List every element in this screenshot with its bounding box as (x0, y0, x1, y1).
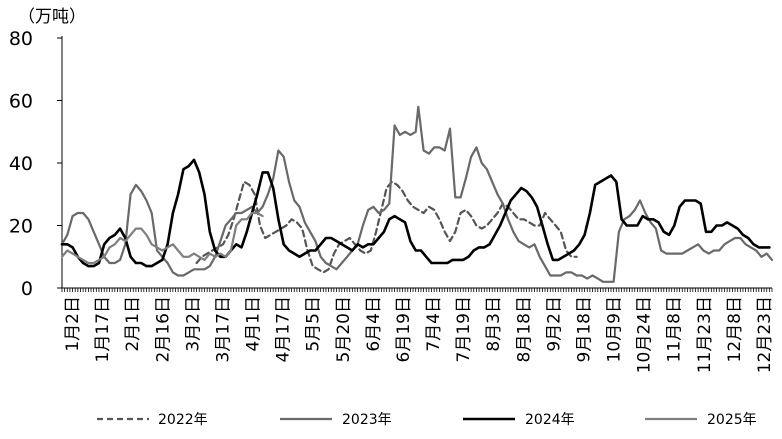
y-tick-label: 20 (9, 216, 33, 238)
y-axis-unit-label: （万吨） (18, 7, 86, 27)
axes (61, 36, 773, 292)
y-tick-label: 80 (9, 28, 33, 50)
series-line-2023 (60, 105, 774, 283)
x-tick-label: 4月17日 (274, 296, 294, 362)
series-line-2025 (60, 211, 264, 265)
x-tick-label: 2月16日 (153, 296, 173, 362)
legend-label: 2022年 (158, 412, 208, 428)
x-tick-label: 12月23日 (755, 296, 775, 373)
x-tick-label: 8月3日 (484, 296, 504, 352)
x-tick-label: 9月2日 (544, 296, 564, 352)
x-tick-label: 3月2日 (183, 296, 203, 352)
x-tick-label: 11月8日 (665, 296, 685, 362)
series-line-2024 (60, 158, 771, 268)
x-tick-label: 12月8日 (725, 296, 745, 362)
y-tick-label: 60 (9, 91, 33, 113)
legend-label: 2024年 (525, 412, 575, 428)
x-tick-label: 7月19日 (454, 296, 474, 362)
x-tick-label: 3月17日 (213, 296, 233, 362)
x-tick-label: 8月18日 (514, 296, 534, 362)
x-tick-label: 10月24日 (635, 296, 655, 373)
legend-label: 2025年 (707, 412, 757, 428)
x-tick-label: 1月17日 (93, 296, 113, 362)
x-tick-label: 1月2日 (63, 296, 83, 352)
x-tick-label: 5月5日 (304, 296, 324, 352)
legend: 2022年 2023年 2024年 2025年 (97, 412, 757, 428)
series-lines (60, 105, 774, 283)
legend-label: 2023年 (342, 412, 392, 428)
x-tick-label: 9月18日 (575, 296, 595, 362)
x-tick-label: 10月9日 (605, 296, 625, 362)
series-line-2022 (195, 180, 578, 274)
x-tick-label: 6月19日 (394, 296, 414, 362)
y-tick-label: 40 (9, 153, 33, 175)
x-tick-label: 4月1日 (244, 296, 264, 352)
x-axis-tick-labels: 1月2日 1月17日 2月1日 2月16日 3月2日 3月17日 4月1日 4月17日 5月5日… (63, 296, 775, 373)
x-tick-label: 6月4日 (364, 296, 384, 352)
x-tick-label: 7月4日 (424, 296, 444, 352)
x-tick-label: 5月20日 (334, 296, 354, 362)
y-tick-label: 0 (21, 278, 33, 300)
y-axis-ticks: 0 20 40 60 80 (9, 28, 62, 300)
x-tick-label: 2月1日 (123, 296, 143, 352)
x-tick-label: 11月23日 (695, 296, 715, 373)
